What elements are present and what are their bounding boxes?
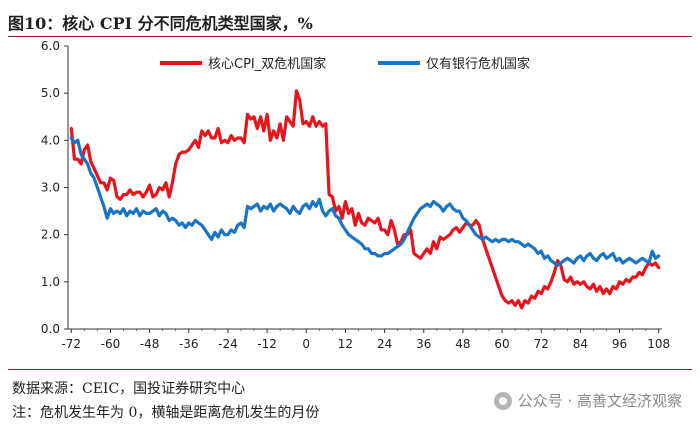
chart-title: 图10：核心 CPI 分不同危机类型国家，% (8, 14, 313, 33)
x-tick-label: 12 (338, 337, 353, 351)
y-tick-label: 3.0 (41, 181, 60, 195)
x-tick-label: -36 (179, 337, 199, 351)
x-tick-label: 0 (302, 337, 310, 351)
series-line-double-crisis (69, 89, 661, 310)
x-tick-label: -60 (101, 337, 121, 351)
data-source: 数据来源：CEIC，国投证券研究中心 (12, 381, 246, 397)
x-tick-label: -24 (218, 337, 238, 351)
series-line-banking-crisis (69, 136, 661, 267)
x-tick-label: 108 (647, 337, 670, 351)
x-tick-label: -72 (61, 337, 81, 351)
y-tick-label: 5.0 (41, 86, 60, 100)
top-rule (8, 36, 692, 37)
bottom-rule (8, 369, 692, 370)
x-tick-label: 96 (612, 337, 627, 351)
y-tick-label: 0.0 (41, 322, 60, 336)
chart-axes: 0.0 1.0 2.0 3.0 4.0 5.0 6.0 -72 -60 -48 -36 -24 -12 0… (41, 39, 670, 351)
chart-legend: 核心CPI_双危机国家 仅有银行危机国家 (160, 56, 530, 72)
legend-label: 核心CPI_双危机国家 (208, 56, 326, 72)
y-tick-label: 1.0 (41, 275, 60, 289)
y-tick-label: 6.0 (41, 39, 60, 53)
y-tick-label: 4.0 (41, 133, 60, 147)
watermark: 公众号 · 高善文经济观察 (493, 390, 682, 411)
x-tick-label: 48 (455, 337, 470, 351)
wechat-icon (493, 391, 512, 410)
y-tick-label: 2.0 (41, 228, 60, 242)
watermark-text: 公众号 · 高善文经济观察 (517, 392, 682, 410)
x-tick-label: 36 (416, 337, 431, 351)
x-tick-label: -48 (140, 337, 160, 351)
x-tick-label: -12 (257, 337, 277, 351)
x-tick-label: 60 (494, 337, 509, 351)
x-tick-label: 72 (534, 337, 549, 351)
x-tick-label: 24 (377, 337, 392, 351)
x-tick-label: 84 (573, 337, 588, 351)
line-chart: 0.0 1.0 2.0 3.0 4.0 5.0 6.0 -72 -60 -48 -36 -24 -12 0… (41, 39, 670, 351)
chart-series (69, 89, 661, 310)
footnote: 注：危机发生年为 0，横轴是距离危机发生的月份 (12, 405, 320, 421)
legend-label: 仅有银行危机国家 (426, 56, 530, 72)
